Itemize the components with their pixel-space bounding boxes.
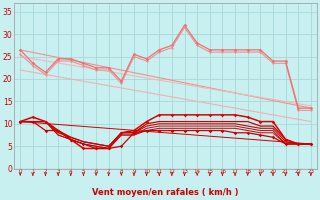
X-axis label: Vent moyen/en rafales ( km/h ): Vent moyen/en rafales ( km/h ) xyxy=(92,188,239,197)
